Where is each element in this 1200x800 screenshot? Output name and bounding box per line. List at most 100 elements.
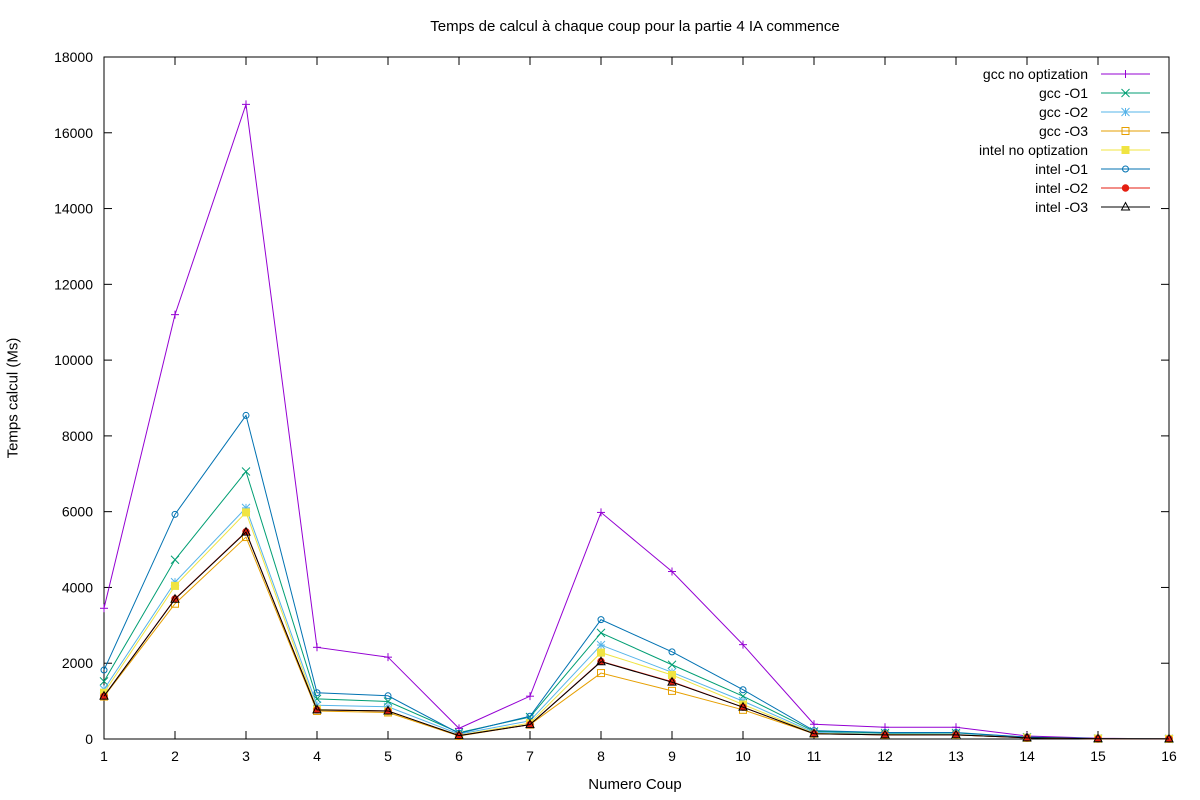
data-point [810, 720, 818, 729]
series-line [103, 511, 1170, 740]
data-point [596, 628, 606, 638]
series-line [103, 414, 1170, 740]
data-point [99, 677, 109, 686]
data-point [596, 656, 606, 666]
legend-item: gcc -O2 [1039, 104, 1150, 120]
data-point [99, 690, 109, 700]
data-point [100, 604, 108, 613]
x-tick-label: 14 [1019, 748, 1035, 764]
data-point [597, 508, 605, 517]
data-point [525, 719, 535, 729]
legend-label: intel -O2 [1035, 180, 1088, 196]
legend: gcc no optization gcc -O1 gcc -O2 gcc -O3 in… [979, 66, 1150, 215]
data-point [312, 704, 322, 714]
series-line [103, 104, 1170, 740]
legend-item: gcc no optization [983, 66, 1150, 82]
data-point [951, 729, 961, 739]
x-tick-label: 5 [384, 748, 392, 764]
data-point [313, 643, 321, 652]
x-tick-label: 10 [735, 748, 751, 764]
legend-item: intel no optization [979, 142, 1150, 158]
chart-title: Temps de calcul à chaque coup pour la pa… [430, 18, 840, 35]
data-point [241, 467, 251, 476]
x-tick-label: 3 [242, 748, 250, 764]
x-tick-label: 8 [597, 748, 605, 764]
series-8 [99, 526, 1174, 743]
y-tick-label: 10000 [54, 352, 93, 368]
legend-marker [1120, 201, 1131, 211]
x-tick-label: 7 [526, 748, 534, 764]
legend-label: intel -O1 [1035, 161, 1088, 177]
data-point [1093, 733, 1103, 743]
legend-marker [1121, 88, 1130, 98]
legend-item: intel -O2 [1035, 180, 1150, 196]
legend-label: gcc -O1 [1039, 85, 1088, 101]
data-point [1164, 733, 1174, 743]
series-2 [99, 467, 1174, 744]
data-point [170, 555, 180, 565]
legend-marker [1121, 70, 1130, 78]
series-3 [99, 503, 1174, 744]
y-tick-label: 18000 [54, 49, 93, 65]
series-5 [100, 508, 1173, 743]
series-4 [100, 533, 1173, 743]
data-point [242, 508, 250, 517]
legend-marker [1122, 165, 1129, 173]
data-point [739, 640, 747, 649]
legend-label: gcc -O2 [1039, 104, 1088, 120]
x-tick-label: 9 [668, 748, 676, 764]
data-point [1022, 732, 1032, 742]
y-tick-label: 16000 [54, 125, 93, 141]
x-tick-label: 1 [100, 748, 108, 764]
series-1 [100, 100, 1173, 743]
y-tick-label: 14000 [54, 201, 93, 217]
x-tick-label: 13 [948, 748, 964, 764]
x-tick-label: 6 [455, 748, 463, 764]
legend-item: gcc -O1 [1039, 85, 1150, 101]
data-point [668, 686, 676, 695]
legend-marker [1121, 127, 1130, 135]
y-tick-label: 6000 [62, 504, 93, 520]
data-point [667, 676, 677, 686]
data-point [739, 686, 747, 694]
data-point [171, 310, 179, 319]
data-point [738, 701, 748, 711]
series-line [103, 536, 1170, 740]
data-point [241, 526, 251, 536]
x-tick-label: 2 [171, 748, 179, 764]
data-point [597, 669, 605, 678]
x-tick-label: 15 [1090, 748, 1106, 764]
data-point [384, 692, 392, 700]
legend-label: gcc no optization [983, 66, 1088, 82]
x-tick-label: 11 [807, 748, 822, 764]
y-tick-label: 8000 [62, 428, 93, 444]
data-point [597, 616, 605, 624]
data-point [171, 581, 179, 590]
y-tick-label: 4000 [62, 579, 93, 595]
x-tick-label: 12 [877, 748, 893, 764]
data-point [668, 567, 676, 576]
data-point [242, 100, 250, 109]
x-tick-label: 16 [1161, 748, 1177, 764]
data-point [454, 730, 464, 740]
y-tick-label: 12000 [54, 276, 93, 292]
data-point [880, 729, 890, 739]
legend-marker [1121, 107, 1130, 117]
data-point [170, 593, 180, 603]
legend-marker [1121, 146, 1130, 154]
legend-marker [1121, 184, 1130, 192]
data-point [100, 666, 108, 674]
data-point [597, 648, 605, 657]
x-tick-label: 4 [313, 748, 321, 764]
series-line [103, 470, 1170, 740]
legend-label: intel no optization [979, 142, 1088, 158]
data-point [383, 705, 393, 715]
series-6 [100, 411, 1173, 743]
legend-item: intel -O1 [1035, 161, 1150, 177]
y-tick-label: 0 [85, 731, 93, 747]
x-axis-label: Numero Coup [588, 776, 682, 793]
data-point [809, 728, 819, 738]
legend-label: intel -O3 [1035, 199, 1088, 215]
data-point [596, 640, 606, 650]
legend-item: gcc -O3 [1039, 123, 1150, 139]
